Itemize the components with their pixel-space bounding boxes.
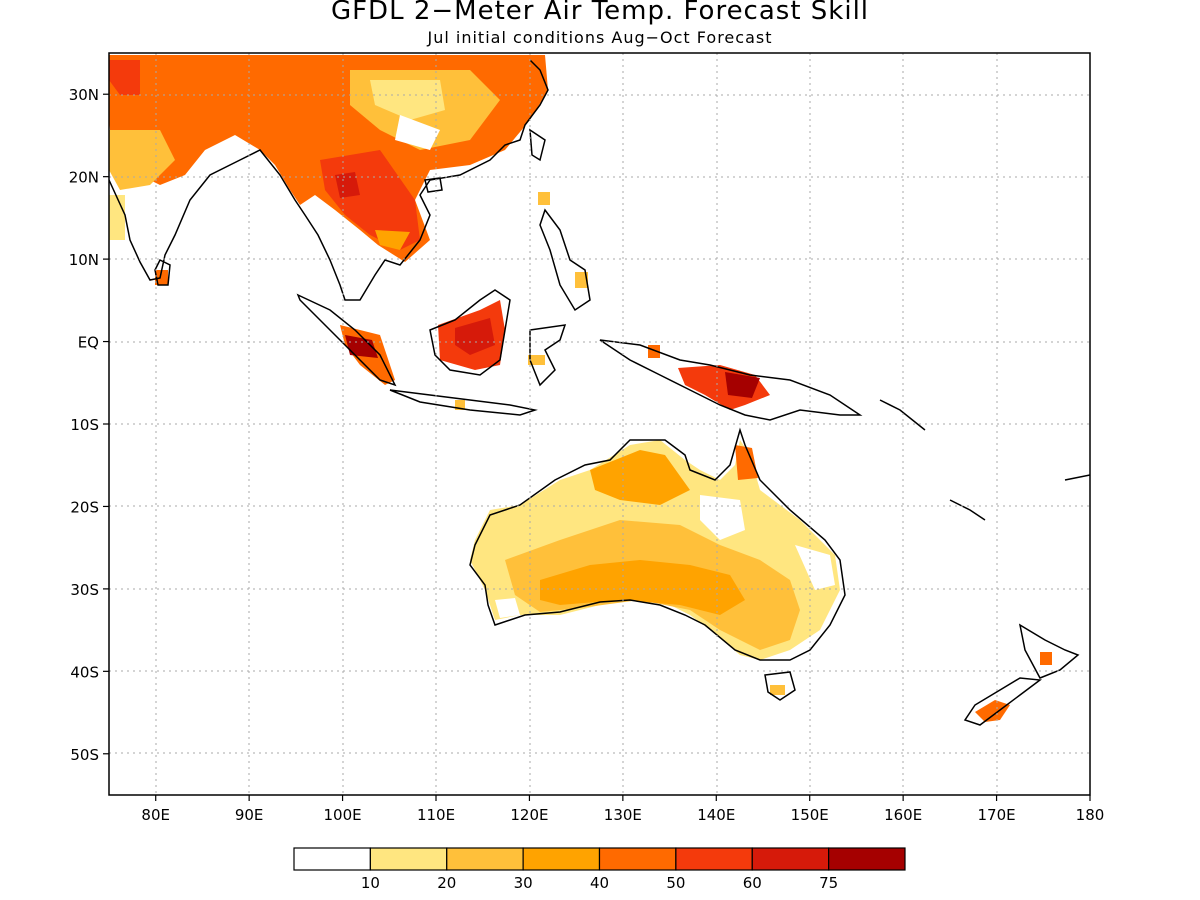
lat-tick-label: EQ [78, 334, 99, 352]
lon-tick-label: 160E [884, 806, 922, 824]
colorbar-swatch [598, 847, 677, 871]
lat-tick-label: 10S [70, 416, 99, 434]
colorbar-label: 75 [819, 874, 838, 892]
colorbar-label: 60 [743, 874, 762, 892]
lon-tick-label: 120E [510, 806, 548, 824]
colorbar-label: 50 [666, 874, 685, 892]
colorbar-swatch [675, 847, 753, 871]
lat-tick-label: 50S [70, 746, 99, 764]
graticule [109, 53, 1090, 795]
lat-tick-label: 40S [70, 663, 99, 681]
lon-tick-label: 100E [324, 806, 362, 824]
lat-tick-label: 10N [69, 251, 99, 269]
plot-frame [108, 52, 1091, 796]
colorbar-label: 20 [437, 874, 456, 892]
lat-tick-label: 30N [69, 86, 99, 104]
lat-tick-label: 30S [70, 581, 99, 599]
lat-tick-label: 20S [70, 498, 99, 516]
colorbar-swatch [369, 847, 448, 871]
colorbar: 10 20 30 40 50 60 75 [293, 847, 906, 892]
colorbar-label: 40 [590, 874, 609, 892]
colorbar-label: 10 [361, 874, 380, 892]
axes: 80E 90E 100E 110E 120E 130E 140E 150E 160E 170E 18… [69, 86, 1105, 824]
lon-tick-label: 170E [978, 806, 1016, 824]
colorbar-swatch [751, 847, 830, 871]
colorbar-label: 30 [514, 874, 533, 892]
lon-tick-label: 150E [791, 806, 829, 824]
lon-tick-label: 180 [1076, 806, 1105, 824]
coastlines [109, 59, 1090, 726]
lon-tick-label: 90E [235, 806, 264, 824]
lon-tick-label: 140E [697, 806, 735, 824]
lon-tick-label: 110E [417, 806, 455, 824]
colorbar-swatch [446, 847, 524, 871]
map-subtitle: Jul initial conditions Aug−Oct Forecast [427, 28, 773, 47]
colorbar-swatch [293, 847, 371, 871]
map-title: GFDL 2−Meter Air Temp. Forecast Skill [330, 0, 870, 26]
skill-shading [109, 55, 1052, 722]
colorbar-swatch [828, 847, 906, 871]
lon-tick-label: 130E [604, 806, 642, 824]
colorbar-swatch [522, 847, 601, 871]
lat-tick-label: 20N [69, 169, 99, 187]
lon-tick-label: 80E [141, 806, 170, 824]
